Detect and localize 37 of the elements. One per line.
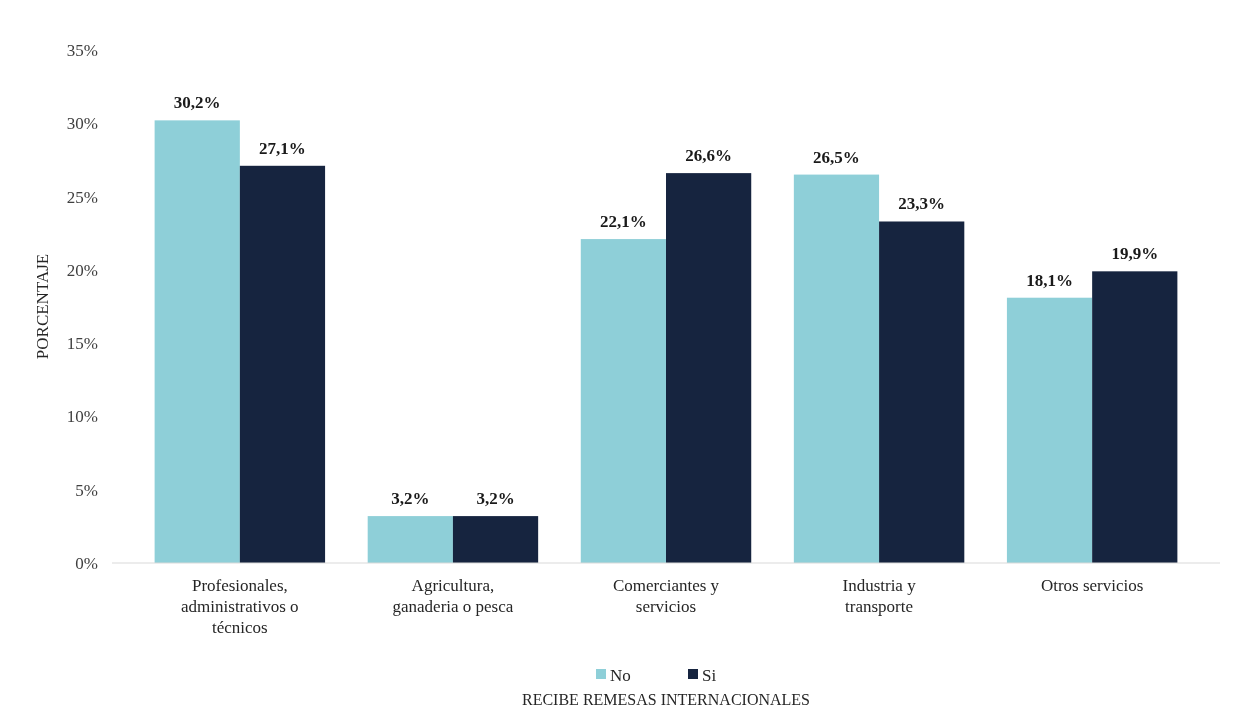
x-tick-label: Industria y transporte [842,576,917,616]
data-label: 18,1% [1026,270,1073,290]
x-tick-label: Agricultura, ganaderia o pesca [392,576,514,616]
bar [1006,297,1093,563]
legend-label: No [610,665,631,685]
data-label: 27,1% [259,138,306,158]
y-axis-title: PORCENTAJE [33,253,52,360]
legend-label: Si [702,665,717,685]
bar [666,173,752,563]
data-label: 3,2% [476,489,515,509]
bar [879,221,965,563]
data-label: 26,6% [685,146,732,166]
y-tick-label: 35% [66,40,98,60]
y-tick-label: 0% [75,553,98,573]
bar [452,516,539,563]
y-tick-label: 15% [66,334,98,354]
data-label: 23,3% [898,194,946,214]
data-label: 3,2% [391,489,430,509]
bar [154,120,240,563]
y-tick-label: 30% [66,114,98,134]
y-tick-label: 5% [75,480,98,500]
bar [580,239,666,563]
bar [793,174,880,563]
x-tick-label: Otros servicios [1040,576,1144,595]
x-tick-label: Profesionales, administrativos o técnicos [181,576,299,637]
y-tick-label: 10% [66,407,98,427]
data-label: 26,5% [813,147,860,167]
x-axis-title: RECIBE REMESAS INTERNACIONALES [521,691,811,708]
bar [239,165,326,563]
bar [1092,271,1178,563]
bar [367,516,453,563]
y-tick-label: 20% [66,260,98,280]
y-tick-label: 25% [66,187,98,207]
data-label: 22,1% [600,212,647,232]
x-tick-label: Comerciantes y servicios [612,576,720,616]
data-label: 19,9% [1111,244,1159,264]
data-label: 30,2% [173,93,221,113]
